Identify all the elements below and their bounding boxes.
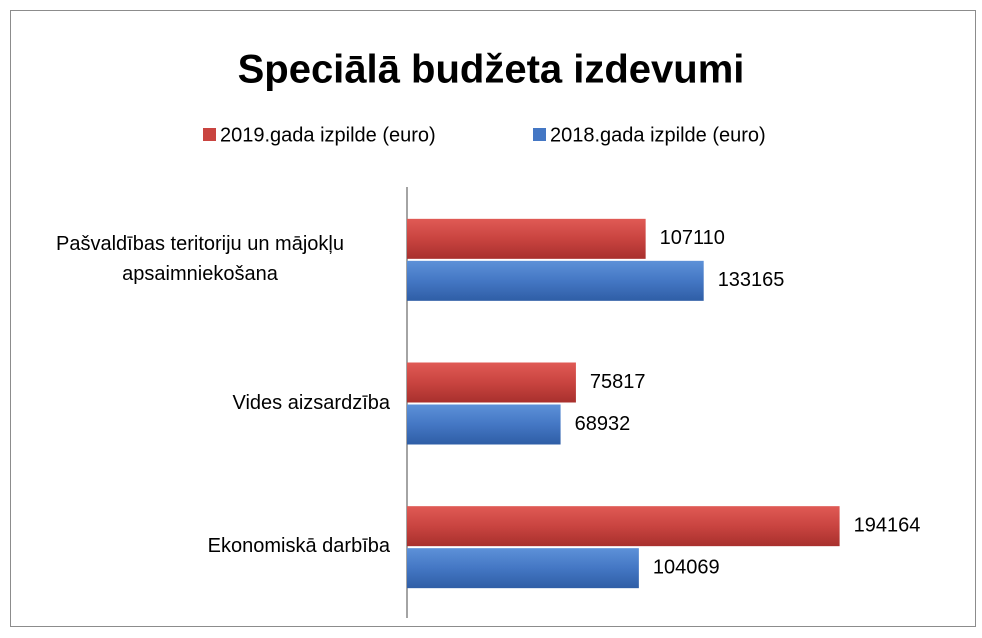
legend-label: 2019.gada izpilde (euro) (220, 124, 436, 146)
category-text: Pašvaldības teritoriju un mājokļu apsaim… (56, 232, 344, 285)
data-label: 133165 (718, 269, 785, 291)
bar (407, 362, 576, 403)
bar (407, 260, 704, 301)
data-label: 104069 (653, 556, 720, 578)
category-text: Vides aizsardzība (232, 391, 391, 414)
data-label: 68932 (575, 413, 631, 435)
data-label: 107110 (660, 227, 725, 249)
category-text: Ekonomiskā darbība (207, 535, 390, 558)
category-label: Pašvaldības teritoriju un mājokļu apsaim… (10, 229, 390, 289)
bar (407, 548, 639, 589)
category-label: Ekonomiskā darbība (10, 516, 390, 576)
legend-label: 2018.gada izpilde (euro) (550, 124, 766, 146)
legend-swatch (533, 128, 546, 141)
legend-swatch (203, 128, 216, 141)
data-label: 194164 (854, 514, 921, 536)
data-label: 75817 (590, 371, 646, 393)
bar (407, 404, 561, 445)
bar (407, 506, 840, 547)
category-label: Vides aizsardzība (10, 373, 391, 433)
chart-title: Speciālā budžeta izdevumi (238, 48, 745, 92)
bar (407, 218, 646, 259)
